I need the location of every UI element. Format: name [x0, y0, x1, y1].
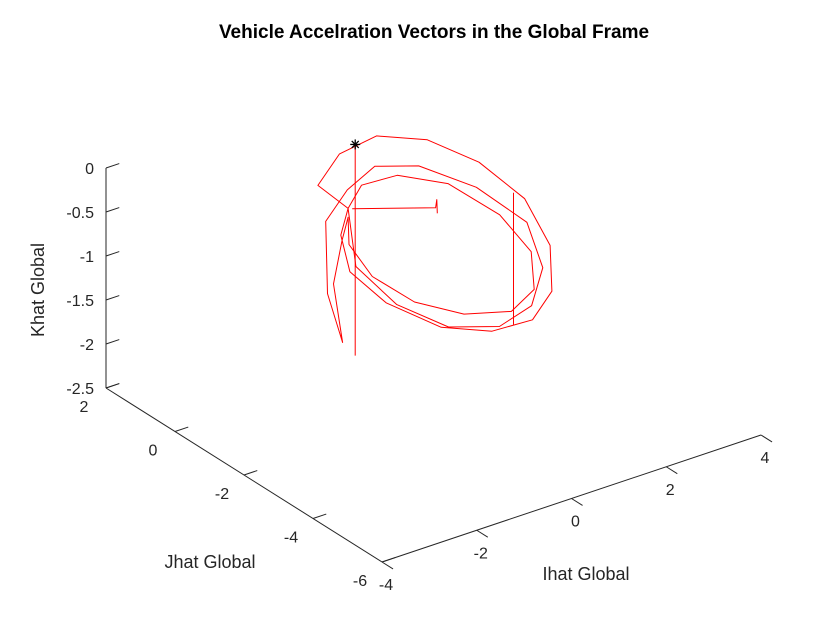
tick-marks	[105, 163, 773, 570]
z-tick-label-4: -0.5	[66, 205, 94, 222]
x-tick-0	[381, 561, 394, 570]
y-axis-label: Jhat Global	[164, 552, 255, 572]
z-tick-label-2: -1.5	[66, 293, 94, 310]
y-tick-label-3: 0	[149, 443, 158, 460]
z-tick-label-0: -2.5	[66, 381, 94, 398]
x-tick-label-0: -4	[379, 577, 393, 594]
y-tick-label-0: -6	[353, 573, 367, 590]
z-tick-label-5: 0	[85, 161, 94, 178]
z-axis-label: Khat Global	[28, 243, 48, 337]
y-tick-3	[174, 426, 189, 432]
y-tick-label-4: 2	[80, 399, 89, 416]
chart-title: Vehicle Accelration Vectors in the Globa…	[219, 22, 649, 43]
data-markers	[350, 139, 361, 150]
x-tick-label-3: 2	[666, 482, 675, 499]
x-tick-3	[665, 466, 678, 475]
y-tick-label-2: -2	[215, 486, 229, 503]
x-tick-1	[476, 529, 489, 538]
y-tick-1	[312, 513, 327, 519]
z-tick-label-3: -1	[80, 249, 94, 266]
asterisk-marker-4-0	[350, 139, 361, 150]
z-tick-0	[105, 383, 120, 389]
data-traces	[317, 135, 553, 356]
y-tick-2	[243, 470, 258, 476]
trace-series-0	[317, 135, 553, 343]
x-tick-label-4: 4	[761, 450, 770, 467]
z-tick-3	[105, 251, 120, 257]
z-tick-label-1: -2	[80, 337, 94, 354]
y-tick-label-1: -4	[284, 530, 298, 547]
x-tick-label-1: -2	[474, 545, 488, 562]
y-tick-0	[381, 557, 396, 563]
x-axis-label: Ihat Global	[542, 564, 629, 584]
trace-series-1	[352, 199, 438, 214]
axes	[105, 168, 762, 563]
z-tick-5	[105, 163, 120, 169]
z-tick-4	[105, 207, 120, 213]
z-tick-2	[105, 295, 120, 301]
x-tick-4	[760, 434, 773, 443]
x-tick-label-2: 0	[571, 514, 580, 531]
x-tick-2	[571, 498, 583, 506]
z-tick-1	[105, 339, 120, 345]
